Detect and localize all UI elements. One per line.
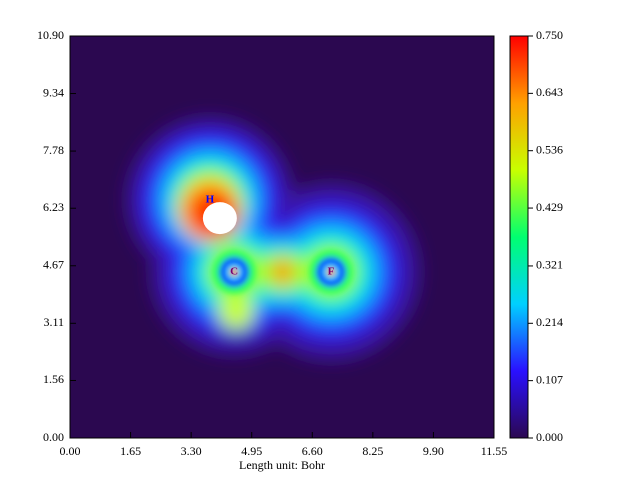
- x-axis-label: Length unit: Bohr: [239, 458, 325, 472]
- colorbar-tick-label: 0.750: [536, 28, 563, 42]
- colorbar-tick-label: 0.321: [536, 258, 563, 272]
- x-tick-label: 0.00: [60, 444, 81, 458]
- atom-label: C: [230, 266, 238, 278]
- y-tick-label: 6.23: [43, 200, 64, 214]
- x-tick-label: 4.95: [241, 444, 262, 458]
- plot-frame: [69, 35, 495, 439]
- colorbar-tick-label: 0.643: [536, 85, 563, 99]
- x-tick-label: 8.25: [362, 444, 383, 458]
- heatmap-core: [212, 250, 354, 295]
- field-layer: [272, 258, 293, 287]
- colorbar: [509, 35, 529, 439]
- x-tick-label: 9.90: [423, 444, 444, 458]
- x-tick-label: 3.30: [181, 444, 202, 458]
- atom-label: F: [328, 266, 335, 278]
- heatmap: [70, 36, 494, 438]
- field-layer: [218, 294, 255, 331]
- y-tick-label: 3.11: [43, 315, 64, 329]
- x-tick-label: 11.55: [481, 444, 508, 458]
- colorbar-tick-label: 0.000: [536, 430, 563, 444]
- y-tick-label: 4.67: [43, 258, 64, 272]
- y-tick-label: 10.90: [37, 28, 64, 42]
- y-tick-label: 9.34: [43, 85, 64, 99]
- x-tick-label: 6.60: [302, 444, 323, 458]
- field-core: [230, 268, 239, 277]
- field-core: [327, 268, 336, 277]
- colorbar-tick-label: 0.429: [536, 200, 563, 214]
- y-tick-label: 0.00: [43, 430, 64, 444]
- field-core: [202, 202, 237, 235]
- atom-label: H: [206, 194, 215, 206]
- colorbar-tick-label: 0.214: [536, 315, 563, 329]
- colorbar-tick-label: 0.536: [536, 142, 563, 156]
- y-tick-label: 7.78: [43, 143, 64, 157]
- y-tick-label: 1.56: [43, 372, 64, 386]
- colorbar-tick-label: 0.107: [536, 372, 563, 386]
- x-tick-label: 1.65: [120, 444, 141, 458]
